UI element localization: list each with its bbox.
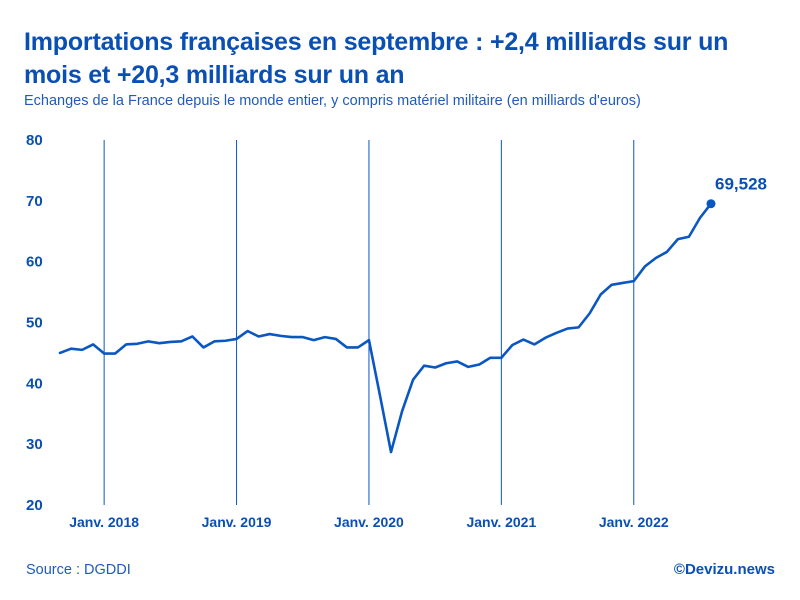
- x-tick-label: Janv. 2018: [69, 514, 139, 530]
- y-tick-label: 40: [26, 375, 43, 392]
- y-axis-ticks: 20 30 40 50 60 70 80: [26, 132, 43, 514]
- series-line-importations: [58, 202, 713, 454]
- brand-credit: ©Devizu.news: [673, 561, 775, 578]
- y-tick-label: 70: [26, 193, 43, 210]
- y-tick-label: 30: [26, 436, 43, 453]
- last-data-point: [706, 199, 716, 209]
- x-tick-label: Janv. 2020: [334, 514, 404, 530]
- last-value-label: 69,528: [715, 175, 767, 194]
- x-tick-label: Janv. 2022: [599, 514, 669, 530]
- y-tick-label: 20: [26, 497, 43, 514]
- y-tick-label: 60: [26, 254, 43, 271]
- y-tick-label: 50: [26, 315, 43, 332]
- y-tick-label: 80: [26, 132, 43, 149]
- x-tick-label: Janv. 2021: [466, 514, 536, 530]
- source-note: Source : DGDDI: [26, 562, 131, 578]
- series-layer: 69,528: [58, 175, 767, 454]
- chart-subtitle: Echanges de la France depuis le monde en…: [24, 93, 641, 109]
- chart-title: Importations françaises en septembre : +…: [24, 28, 729, 89]
- x-tick-label: Janv. 2019: [202, 514, 272, 530]
- vertical-gridlines: [103, 140, 635, 505]
- x-axis-ticks: Janv. 2018 Janv. 2019 Janv. 2020 Janv. 2021…: [69, 514, 669, 530]
